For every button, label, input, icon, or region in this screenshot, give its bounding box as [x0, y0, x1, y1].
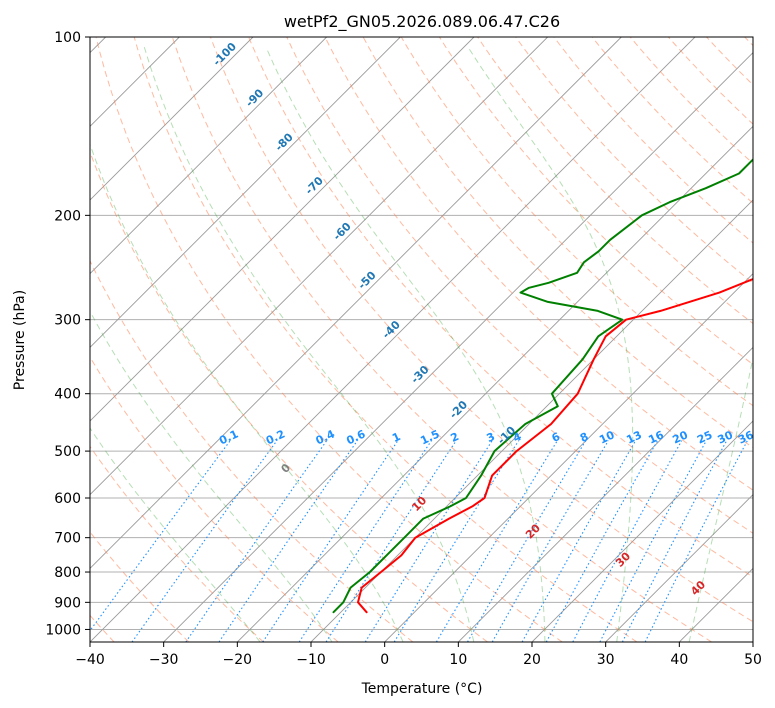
dry-adiabats	[90, 37, 753, 642]
x-tick-label: −40	[75, 652, 105, 668]
isotherm-line	[384, 273, 753, 642]
isotherm-lines	[90, 37, 753, 642]
y-tick-label: 100	[54, 30, 81, 46]
mixing-ratio-line	[90, 440, 231, 632]
dry-adiabat-line	[362, 37, 753, 449]
isotherm-line	[531, 420, 753, 642]
dry-adiabat-line	[133, 37, 638, 642]
dry-adiabat-line	[210, 37, 753, 623]
dry-adiabat-line	[324, 37, 753, 491]
mixing-ratio-line	[364, 440, 493, 642]
dry-adiabat-line	[591, 37, 753, 204]
isotherm-line	[90, 37, 622, 569]
mixing-ratio-line	[644, 440, 748, 642]
y-tick-label: 700	[54, 531, 81, 547]
isotherm-line	[163, 52, 753, 642]
mixing-ratio-line	[131, 440, 278, 642]
isotherm-line	[237, 125, 753, 642]
mixing-ratio-line	[572, 440, 683, 642]
dewpoint-profile-line	[332, 158, 753, 614]
dry-adiabat-line	[90, 259, 414, 642]
x-tick-label: 20	[523, 652, 541, 668]
y-axis-title: Pressure (hPa)	[12, 290, 28, 390]
plot-frame	[89, 36, 754, 643]
mixing-ratio-label: 13	[624, 428, 643, 446]
mixing-ratio-line	[185, 440, 328, 642]
mixing-ratio-label: 20	[671, 428, 691, 446]
sounding-profiles	[332, 158, 753, 614]
mixing-ratio-label: 25	[695, 428, 714, 446]
chart-title: wetPf2_GN05.2026.089.06.47.C26	[284, 12, 560, 32]
x-tick-label: 30	[597, 652, 615, 668]
isotherm-line	[90, 37, 475, 422]
x-tick-label: 50	[744, 652, 762, 668]
mixing-ratio-line	[262, 440, 399, 642]
moist-adiabat-line	[90, 142, 404, 642]
mixing-ratio-line	[467, 440, 587, 642]
moist-adiabat-line	[90, 427, 261, 642]
dry-adiabat-line	[400, 37, 753, 407]
x-tick-label: 40	[670, 652, 688, 668]
dry-adiabat-line	[95, 37, 563, 642]
isotherm-line	[90, 37, 548, 496]
y-tick-label: 200	[54, 208, 81, 224]
y-tick-label: 500	[54, 444, 81, 460]
moist-adiabat-line	[467, 46, 634, 642]
x-tick-label: −30	[149, 652, 179, 668]
mixing-ratio-line	[325, 440, 457, 642]
dry-adiabat-line	[629, 37, 753, 165]
y-tick-label: 900	[54, 595, 81, 611]
dry-adiabat-line	[248, 37, 753, 578]
temperature-profile-line	[357, 278, 753, 614]
mixing-ratio-label: 16	[646, 428, 666, 446]
dry-adiabat-line	[477, 37, 753, 325]
x-axis-title: Temperature (°C)	[361, 681, 483, 697]
dry-adiabat-line	[515, 37, 753, 284]
moist-adiabat-line	[688, 355, 753, 642]
moist-adiabats	[90, 46, 753, 642]
isotherm-line	[90, 37, 696, 642]
mixing-ratio-label: 36	[736, 428, 756, 446]
dry-adiabat-line	[90, 445, 264, 642]
x-tick-label: −20	[223, 652, 253, 668]
moist-adiabat-line	[265, 46, 546, 642]
mixing-ratio-label: 10	[597, 428, 617, 446]
mixing-ratio-line	[435, 440, 558, 642]
isotherm-line	[90, 37, 327, 275]
isotherm-line	[458, 346, 753, 642]
mixing-ratio-label: 30	[716, 428, 736, 446]
moist-adiabat-line	[143, 46, 475, 642]
y-tick-label: 800	[54, 565, 81, 581]
x-tick-label: −10	[296, 652, 326, 668]
moist-adiabat-line	[90, 310, 333, 642]
mixing-ratio-line	[298, 440, 432, 642]
dry-adiabat-line	[171, 37, 712, 642]
mixing-ratio-line	[521, 440, 637, 642]
isotherm-line	[605, 494, 753, 642]
y-tick-label: 400	[54, 387, 81, 403]
x-axis-ticks: −40 −30 −20 −10 0 10 20 30 40 50	[75, 642, 762, 668]
x-tick-label: 0	[380, 652, 389, 668]
mixing-ratio-lines	[90, 440, 748, 642]
isotherm-line	[90, 37, 401, 348]
mixing-ratio-line	[545, 440, 659, 642]
y-tick-label: 1000	[45, 622, 81, 638]
pressure-gridlines	[90, 37, 753, 630]
isotherm-line	[90, 37, 254, 201]
x-tick-label: 10	[449, 652, 467, 668]
y-tick-label: 600	[54, 491, 81, 507]
mixing-ratio-line	[491, 440, 609, 642]
y-axis-ticks: 100 200 300 400 500 600 700 800 900 1000	[45, 30, 90, 638]
mixing-ratio-line	[393, 440, 520, 642]
y-tick-label: 300	[54, 313, 81, 329]
